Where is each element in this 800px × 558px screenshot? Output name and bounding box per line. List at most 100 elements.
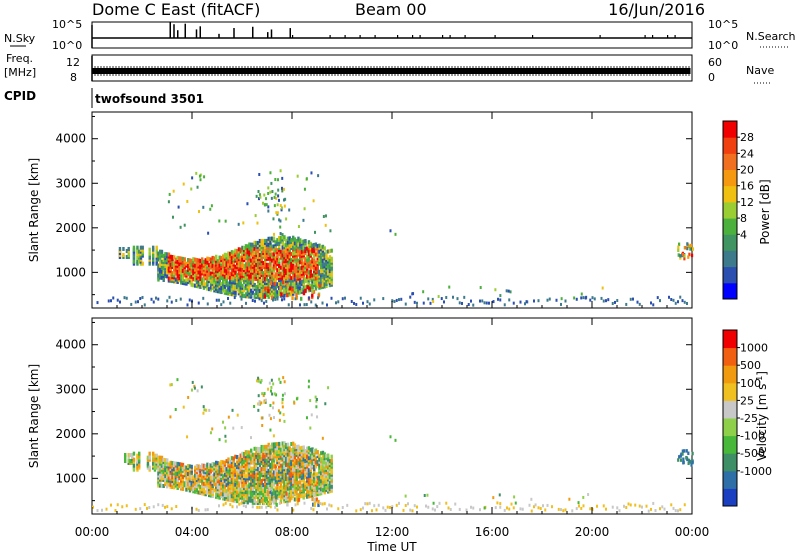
echo-pixel — [260, 458, 263, 463]
echo-pixel — [682, 460, 685, 465]
echo-pixel — [384, 508, 387, 512]
echo-pixel — [260, 401, 263, 405]
echo-pixel — [148, 257, 151, 262]
echo-pixel — [297, 274, 300, 279]
echo-pixel — [302, 255, 305, 260]
echo-pixel — [313, 262, 316, 267]
echo-pixel — [181, 278, 185, 283]
echo-pixel — [166, 474, 169, 479]
echo-pixel — [318, 257, 321, 262]
echo-pixel — [250, 470, 253, 475]
echo-pixel — [255, 484, 258, 489]
echo-pixel — [159, 471, 162, 476]
echo-pixel — [246, 292, 249, 297]
echo-pixel — [234, 454, 237, 459]
echo-pixel — [283, 273, 286, 278]
echo-pixel — [295, 238, 298, 243]
echo-pixel — [321, 470, 325, 475]
echo-pixel — [618, 509, 621, 513]
echo-pixel — [164, 258, 167, 263]
echo-pixel — [290, 292, 293, 297]
echo-pixel — [300, 449, 304, 454]
echo-pixel — [141, 249, 144, 254]
echo-pixel — [271, 252, 274, 257]
echo-pixel — [359, 296, 362, 300]
echo-pixel — [286, 446, 290, 451]
colorbar-segment — [723, 250, 737, 268]
echo-pixel — [237, 279, 241, 284]
echo-pixel — [213, 258, 216, 263]
echo-pixel — [237, 473, 241, 478]
echo-pixel — [278, 491, 281, 496]
echo-pixel — [302, 291, 306, 296]
echo-pixel — [188, 470, 192, 475]
echo-pixel — [173, 485, 176, 490]
echo-pixel — [229, 465, 232, 470]
echo-pixel — [305, 416, 308, 420]
echo-pixel — [155, 245, 158, 250]
echo-pixel — [199, 474, 202, 479]
echo-pixel — [293, 463, 297, 468]
echo-pixel — [169, 276, 172, 281]
echo-pixel — [187, 474, 190, 479]
echo-pixel — [269, 417, 272, 421]
echo-pixel — [300, 265, 304, 270]
echo-pixel — [271, 464, 274, 469]
echo-pixel — [265, 496, 269, 501]
echo-pixel — [134, 300, 137, 304]
echo-pixel — [244, 482, 248, 487]
echo-pixel — [297, 444, 300, 449]
echo-pixel — [243, 486, 246, 491]
echo-pixel — [299, 280, 302, 285]
echo-pixel — [211, 467, 214, 472]
echo-pixel — [218, 491, 221, 496]
echo-pixel — [309, 493, 312, 498]
echo-pixel — [271, 268, 274, 273]
echo-pixel — [311, 251, 314, 256]
echo-pixel — [180, 484, 183, 489]
echo-pixel — [257, 293, 260, 298]
echo-pixel — [313, 448, 316, 453]
echo-pixel — [293, 257, 297, 262]
echo-pixel — [271, 476, 274, 481]
echo-pixel — [286, 484, 290, 489]
echo-pixel — [297, 454, 300, 459]
echo-pixel — [282, 413, 285, 417]
echo-pixel — [273, 195, 276, 199]
echo-pixel — [257, 474, 260, 479]
echo-pixel — [174, 267, 178, 272]
echo-pixel — [162, 269, 165, 274]
echo-pixel — [229, 491, 232, 496]
echo-pixel — [188, 476, 192, 481]
echo-pixel — [199, 276, 202, 281]
echo-pixel — [159, 275, 162, 280]
echo-pixel — [260, 495, 263, 500]
echo-pixel — [223, 252, 227, 257]
echo-pixel — [274, 480, 277, 485]
echo-pixel — [191, 176, 194, 180]
echo-pixel — [216, 263, 220, 268]
echo-pixel — [264, 470, 267, 475]
echo-pixel — [470, 505, 472, 509]
echo-pixel — [185, 277, 188, 282]
echo-pixel — [216, 265, 220, 270]
echo-pixel — [199, 472, 202, 477]
echo-pixel — [260, 273, 263, 278]
echo-pixel — [110, 503, 112, 507]
echo-pixel — [582, 296, 585, 300]
echo-pixel — [204, 484, 207, 489]
echo-pixel — [368, 501, 371, 505]
echo-pixel — [190, 264, 193, 269]
echo-pixel — [295, 279, 298, 284]
echo-pixel — [155, 457, 158, 462]
echo-pixel — [272, 260, 276, 265]
echo-pixel — [323, 452, 326, 457]
echo-pixel — [314, 303, 317, 307]
echo-pixel — [251, 299, 254, 303]
echo-pixel — [623, 504, 625, 508]
echo-pixel — [173, 269, 176, 274]
nsky-tick-top: 10^5 — [52, 18, 82, 31]
echo-pixel — [323, 472, 326, 477]
echo-pixel — [269, 281, 273, 286]
